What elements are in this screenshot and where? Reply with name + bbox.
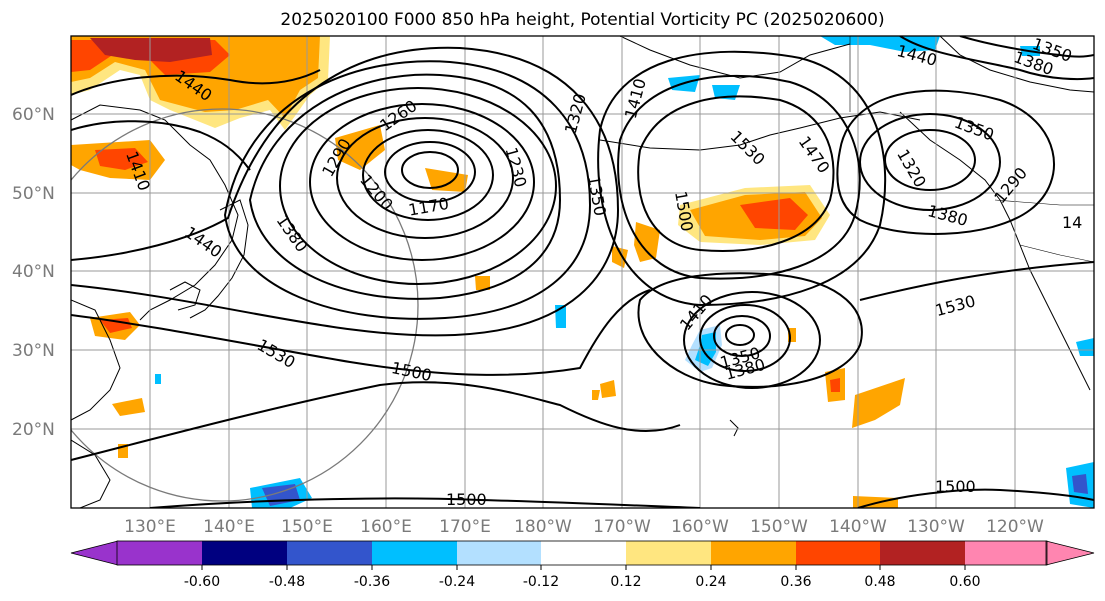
map-panel: 1440 1410 1290 1260 1200 1170 1230 1320 … <box>71 36 1094 509</box>
colorbar-tick-label: -0.36 <box>354 574 390 590</box>
lat-label: 30°N <box>12 341 55 361</box>
colorbar: -0.60 -0.48 -0.36 -0.24 -0.12 0.12 0.24 … <box>70 540 1095 590</box>
colorbar-tick-label: -0.24 <box>439 574 475 590</box>
lon-label: 170°E <box>439 517 491 537</box>
lon-label: 160°E <box>360 517 412 537</box>
colorbar-bin <box>117 541 202 565</box>
colorbar-tick-label: 0.12 <box>610 574 641 590</box>
colorbar-bin <box>626 541 711 565</box>
colorbar-bin <box>880 541 965 565</box>
colorbar-bin <box>372 541 457 565</box>
latitude-labels: 60°N 50°N 40°N 30°N 20°N <box>12 105 55 440</box>
range-circle <box>71 108 419 502</box>
lon-label: 170°W <box>593 517 651 537</box>
lon-label: 150°W <box>750 517 808 537</box>
lat-label: 40°N <box>12 262 55 282</box>
lon-label: 140°W <box>829 517 887 537</box>
height-contours <box>71 36 1094 508</box>
lon-label: 150°E <box>281 517 333 537</box>
lon-label: 180°W <box>514 517 572 537</box>
colorbar-tick-label: 0.60 <box>949 574 980 590</box>
longitude-labels: 130°E 140°E 150°E 160°E 170°E 180°W 170°… <box>124 517 1044 537</box>
colorbar-bin <box>287 541 372 565</box>
contour-label: 1500 <box>446 490 487 509</box>
colorbar-bin <box>541 541 626 565</box>
lon-label: 130°E <box>124 517 176 537</box>
lon-label: 140°E <box>203 517 255 537</box>
colorbar-bin <box>711 541 796 565</box>
lat-label: 20°N <box>12 420 55 440</box>
colorbar-tick-label: 0.24 <box>695 574 726 590</box>
lat-label: 50°N <box>12 184 55 204</box>
lat-label: 60°N <box>12 105 55 125</box>
colorbar-bin <box>965 541 1047 565</box>
colorbar-tick-label: 0.48 <box>864 574 895 590</box>
lon-label: 130°W <box>907 517 965 537</box>
colorbar-tick-label: -0.48 <box>269 574 305 590</box>
lon-label: 120°W <box>986 517 1044 537</box>
lon-label: 160°W <box>671 517 729 537</box>
colorbar-tick-label: -0.60 <box>184 574 220 590</box>
colorbar-bin <box>457 541 541 565</box>
map-frame <box>70 35 1095 509</box>
colorbar-bin <box>202 541 287 565</box>
colorbar-tick-label: 0.36 <box>780 574 811 590</box>
borders <box>849 36 1094 263</box>
colorbar-bin <box>796 541 880 565</box>
contour-label: 1500 <box>935 477 976 496</box>
colorbar-tick-label: -0.12 <box>523 574 559 590</box>
colorbar-extend-max <box>1045 540 1095 566</box>
map-title: 2025020100 F000 850 hPa height, Potentia… <box>280 10 885 30</box>
contour-label: 14 <box>1062 213 1082 232</box>
colorbar-extend-min <box>70 540 119 566</box>
